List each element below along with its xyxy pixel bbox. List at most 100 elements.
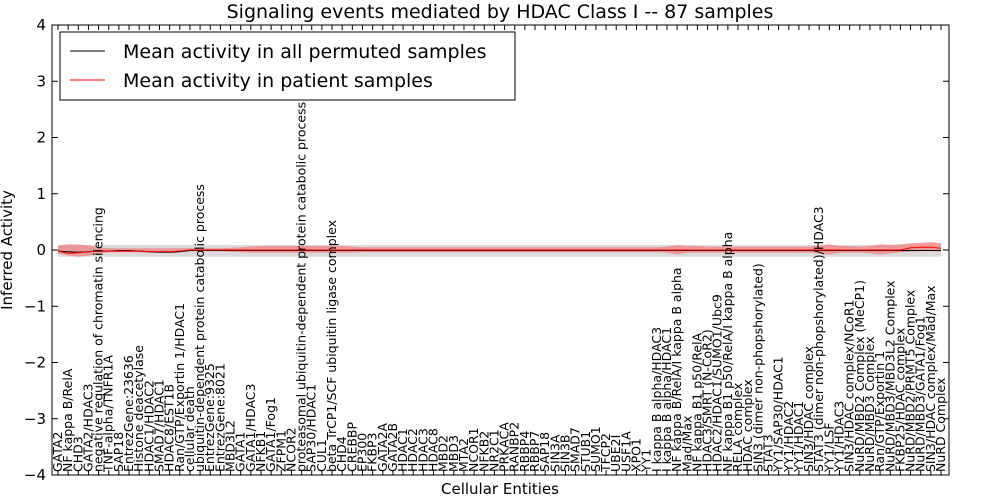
x-tick-label: YY1/HDAC3 — [832, 401, 847, 473]
x-tick-label: SMAD7 — [568, 427, 583, 472]
x-tick-label: EntrezGene:8021 — [212, 363, 227, 472]
x-tick-label: MBD2 — [436, 435, 451, 472]
x-tick-label: Mad/Max — [679, 416, 694, 472]
y-tick-label: −1 — [24, 297, 46, 315]
x-tick-label: MBD3L2 — [223, 420, 238, 472]
x-tick-label: HDAC8 — [426, 428, 441, 472]
y-tick-label: 4 — [36, 16, 46, 34]
x-tick-label: YY1/LSF — [821, 423, 836, 474]
x-tick-label: STUB1 — [578, 431, 593, 472]
x-tick-label: RELA complex — [730, 383, 745, 472]
x-tick-label: Ran/GTP/Exportin 1/HDAC1 — [172, 303, 187, 472]
x-tick-label: STAT3 (dimer non-phopshorylated)/HDAC3 — [811, 206, 826, 472]
y-tick-label: 0 — [36, 241, 46, 259]
x-tick-label: SIN3/HDAC complex/NCoR1 — [842, 300, 857, 473]
x-tick-label: ubiquitin-dependent protein catabolic pr… — [192, 184, 207, 472]
x-tick-label: RANBP2 — [507, 422, 522, 472]
x-tick-label: SAP18 — [111, 432, 126, 472]
x-tick-label: EntrezGene:23636 — [121, 355, 136, 472]
x-tick-label: negative regulation of chromatin silenci… — [91, 207, 106, 472]
x-tick-label: HDAC1/HDAC2 — [141, 380, 156, 472]
y-tick-label: −3 — [24, 410, 46, 428]
chart-title: Signaling events mediated by HDAC Class … — [227, 1, 774, 23]
x-tick-label: HDAC2 — [405, 428, 420, 472]
legend-label-permuted: Mean activity in all permuted samples — [123, 41, 486, 63]
x-tick-label: HDAC3/SMRT (N-CoR2) — [700, 329, 715, 472]
plot-frame — [51, 24, 950, 476]
x-tick-label: NF kappa B1 p50/RelA/I kappa B alpha — [720, 232, 735, 472]
x-tick-label: YY1/SAP30/HDAC1 — [771, 356, 786, 473]
x-axis-label: Cellular Entities — [441, 480, 559, 498]
x-tick-label: HDAC complex — [740, 379, 755, 472]
x-tick-label: YY1/HDAC2 — [781, 401, 796, 473]
x-tick-label: HDAC3 — [415, 428, 430, 472]
x-tick-label: SIN3/HDAC complex/Mad/Max — [923, 285, 938, 472]
x-tick-label: GATA2/HDAC3 — [80, 383, 95, 471]
x-tick-label: NFKB2 — [476, 431, 491, 472]
x-tick-label: STAT3 — [761, 434, 776, 472]
x-tick-label: NuRD/MBD3 Complex — [862, 336, 877, 472]
x-tick-label: UBE2I — [608, 435, 623, 472]
x-tick-label: cellular death — [182, 386, 197, 472]
x-tick-label: GATA1/Fog1 — [263, 397, 278, 472]
x-tick-label: HDAC8/EST1B — [162, 384, 177, 472]
x-tick-label: YY1/HDAC1 — [791, 401, 806, 473]
x-tick-label: MBD3 — [446, 435, 461, 472]
x-tick-label: RBBP7 — [527, 431, 542, 472]
x-tick-label: NuRD/MBD3/GATA1/Fog1 — [913, 316, 928, 472]
x-tick-label: SIN3A — [547, 434, 562, 472]
x-tick-label: SUMO1 — [588, 426, 603, 472]
x-tick-label: GATA2 — [50, 432, 65, 472]
y-tick-label: −4 — [24, 466, 46, 484]
y-tick-label: −2 — [24, 354, 46, 372]
x-tick-label: SMAD7/HDAC1 — [152, 379, 167, 472]
series-line-permuted — [57, 250, 941, 253]
x-tick-label: USF1A — [618, 431, 633, 472]
x-tick-label: NF kappa B/RelA/I kappa B alpha — [669, 267, 684, 472]
y-tick-label: 2 — [36, 129, 46, 147]
x-tick-label: FKBP25/HDAC complex — [892, 328, 907, 472]
x-tick-label: GATA1/HDAC3 — [243, 383, 258, 471]
x-tick-label: PRKACA — [497, 422, 512, 472]
x-tick-label: XPO1 — [629, 438, 644, 472]
x-tick-label: SIN3/HDAC complex — [801, 346, 816, 472]
x-tick-label: EP300 — [355, 433, 370, 472]
x-tick-label: I kappa B alpha/HDAC1 — [659, 327, 674, 472]
x-tick-label: NuRD/MBD2/PRMT5 Complex — [903, 290, 918, 472]
x-tick-label: SIN3 (dimer non-phopshorylated) — [750, 263, 765, 472]
y-tick-label: 1 — [36, 185, 46, 203]
x-tick-label: SAP30/HDAC1 — [304, 384, 319, 472]
x-tick-label: TFCP2 — [598, 433, 613, 473]
x-tick-label: NFKB1 — [253, 431, 268, 472]
x-tick-label: CUL1 — [314, 439, 329, 472]
x-tick-label: NuRD/MBD3/MBD3L2 Complex — [882, 280, 897, 472]
x-tick-label: NuRD/MBD2 Complex (MeCP1) — [852, 280, 867, 472]
x-tick-label: EntrezGene:9325 — [202, 363, 217, 472]
x-tick-label: NuRD Complex — [933, 378, 948, 472]
x-tick-label: RBBP4 — [517, 431, 532, 472]
x-tick-label: proteasomal ubiquitin-dependent protein … — [294, 102, 309, 472]
legend: Mean activity in all permuted samples Me… — [59, 31, 516, 101]
x-tick-label: NCOR1 — [466, 427, 481, 472]
x-tick-label: GATA1 — [233, 432, 248, 472]
legend-box — [59, 31, 516, 101]
x-tick-label: CHD4 — [334, 436, 349, 472]
patient-band — [58, 242, 941, 257]
series-line-patient — [57, 246, 942, 254]
x-tick-label: GATA2A — [375, 423, 390, 472]
x-tick-label: GATA2B — [385, 423, 400, 472]
x-tick-label: SIN3B — [558, 435, 573, 473]
x-tick-label: TNF-alpha/TNFR1A — [101, 355, 116, 473]
legend-label-patient: Mean activity in patient samples — [123, 70, 433, 92]
x-tick-label: Ran/GTP/Exportin 1 — [872, 351, 887, 472]
x-tick-label: NF kappa B/RelA — [60, 368, 75, 472]
x-tick-label: HDAC1 — [395, 428, 410, 472]
x-tick-label: SAP18 — [537, 432, 552, 472]
x-tick-label: NCOR2 — [283, 427, 298, 472]
x-tick-label: FKBP3 — [365, 433, 380, 472]
y-tick-label: 3 — [36, 72, 46, 90]
x-tick-label: HDAC2/HDAC1/SUMO1/Ubc9 — [710, 294, 725, 472]
x-tick-label: beta TrCP1/SCF ubiquitin ligase complex — [324, 220, 339, 472]
